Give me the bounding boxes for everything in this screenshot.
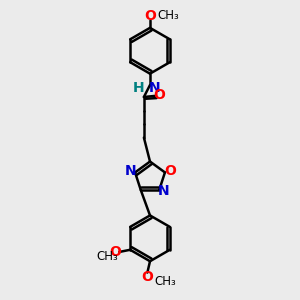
Text: O: O [164,164,176,178]
Text: N: N [124,164,136,178]
Text: O: O [141,270,153,284]
Text: O: O [144,9,156,22]
Text: N: N [158,184,170,198]
Text: O: O [110,245,121,259]
Text: CH₃: CH₃ [96,250,118,263]
Text: H: H [132,81,144,94]
Text: CH₃: CH₃ [158,9,179,22]
Text: N: N [149,81,161,94]
Text: O: O [153,88,165,102]
Text: CH₃: CH₃ [154,275,176,288]
